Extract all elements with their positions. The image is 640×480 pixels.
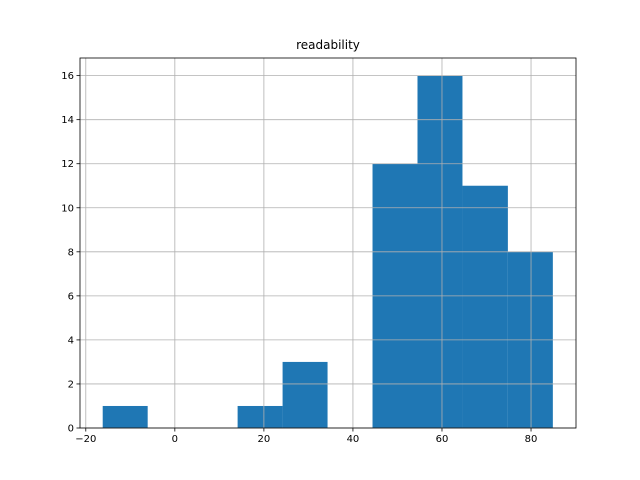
- y-tick-label: 0: [68, 424, 74, 435]
- bar: [237, 405, 283, 428]
- chart-title: readability: [296, 38, 360, 52]
- x-tick-label: 20: [258, 434, 271, 445]
- y-tick-label: 6: [68, 291, 74, 302]
- x-tick-label: 60: [436, 434, 449, 445]
- y-tick-label: 14: [61, 115, 74, 126]
- bar: [102, 405, 148, 428]
- x-tick-label: 80: [525, 434, 538, 445]
- x-tick-label: 40: [347, 434, 360, 445]
- y-tick-label: 2: [68, 379, 74, 390]
- y-tick-label: 12: [61, 159, 74, 170]
- x-tick-label: −20: [75, 434, 96, 445]
- y-tick-label: 10: [61, 203, 74, 214]
- axes-frame: [79, 57, 577, 429]
- y-tick-label: 4: [68, 335, 74, 346]
- bar: [462, 185, 508, 428]
- y-tick-label: 8: [68, 247, 74, 258]
- x-tick-label: 0: [172, 434, 178, 445]
- y-tick-label: 16: [61, 71, 74, 82]
- bar: [282, 361, 328, 428]
